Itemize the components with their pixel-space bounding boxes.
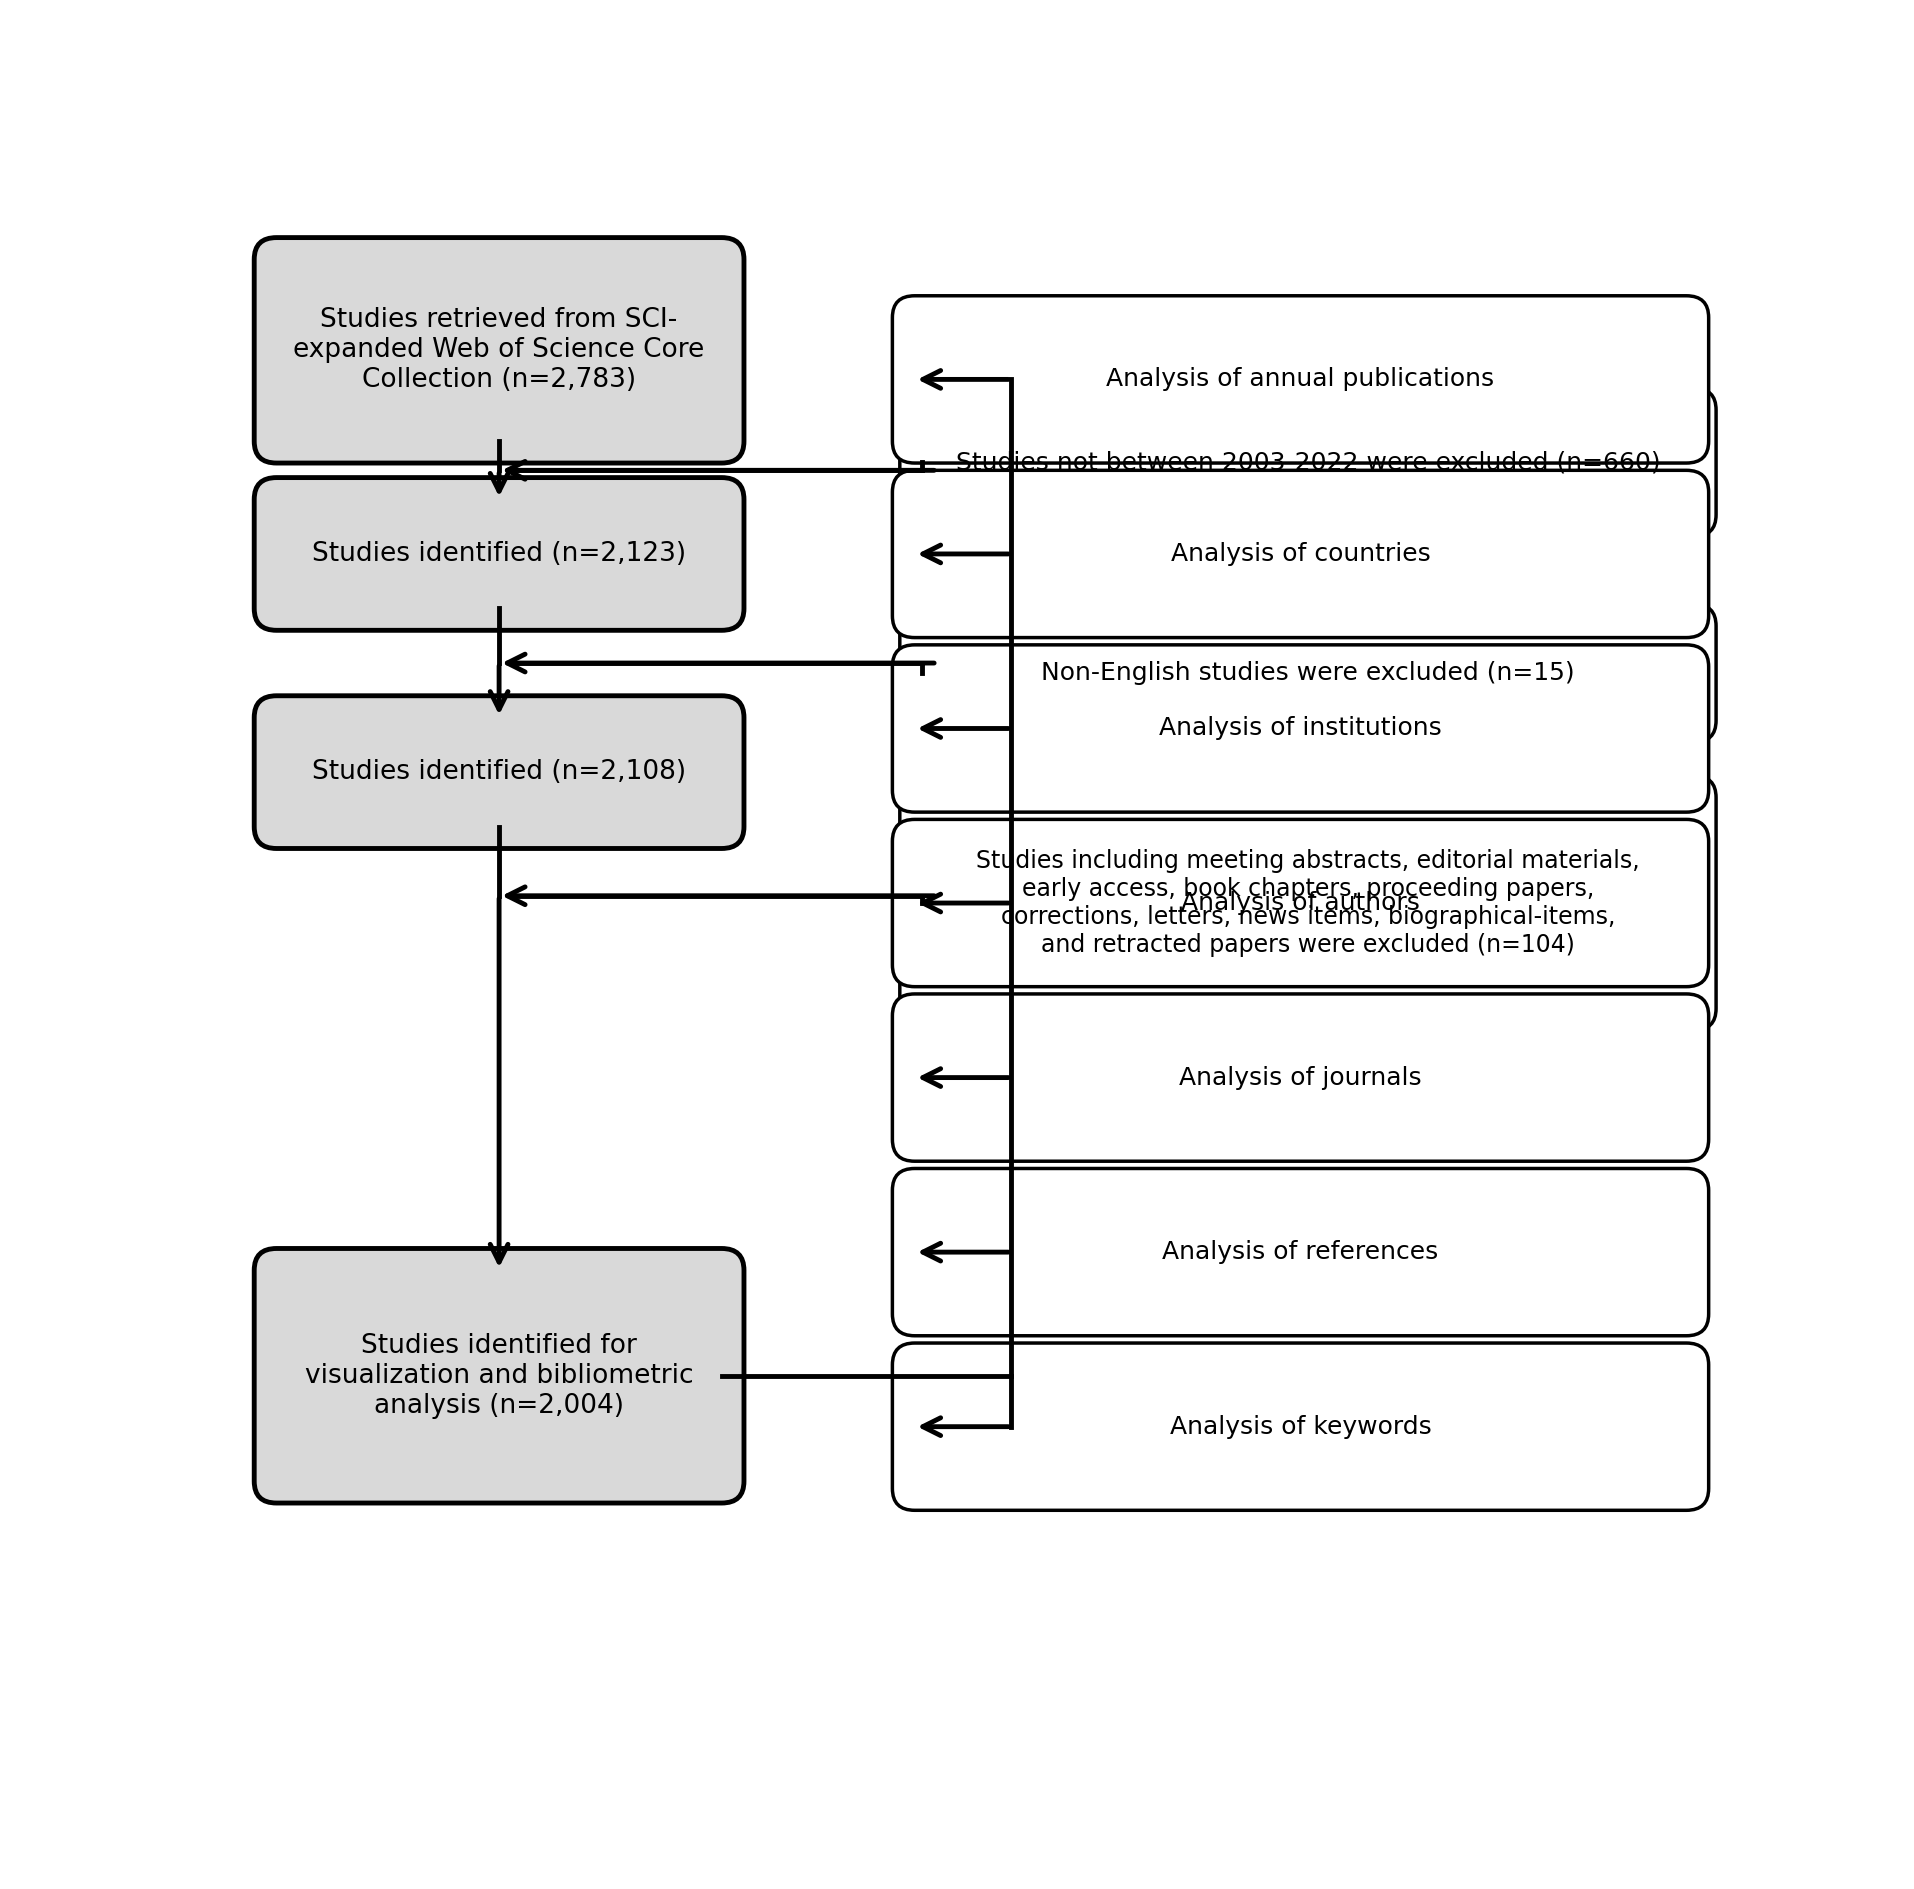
Text: Analysis of references: Analysis of references xyxy=(1162,1239,1437,1264)
Text: Studies retrieved from SCI-
expanded Web of Science Core
Collection (n=2,783): Studies retrieved from SCI- expanded Web… xyxy=(293,308,704,393)
FancyBboxPatch shape xyxy=(255,478,743,631)
FancyBboxPatch shape xyxy=(900,604,1715,742)
FancyBboxPatch shape xyxy=(900,387,1715,536)
FancyBboxPatch shape xyxy=(892,470,1707,638)
FancyBboxPatch shape xyxy=(255,238,743,463)
FancyBboxPatch shape xyxy=(892,994,1707,1162)
Text: Studies identified (n=2,123): Studies identified (n=2,123) xyxy=(312,540,685,567)
FancyBboxPatch shape xyxy=(892,1343,1707,1511)
FancyBboxPatch shape xyxy=(892,297,1707,463)
FancyBboxPatch shape xyxy=(892,820,1707,986)
Text: Analysis of countries: Analysis of countries xyxy=(1169,542,1430,567)
FancyBboxPatch shape xyxy=(255,1249,743,1504)
Text: Analysis of keywords: Analysis of keywords xyxy=(1169,1415,1430,1439)
Text: Analysis of journals: Analysis of journals xyxy=(1179,1065,1420,1090)
Text: Analysis of authors: Analysis of authors xyxy=(1181,892,1418,914)
Text: Studies identified (n=2,108): Studies identified (n=2,108) xyxy=(312,759,685,786)
Text: Analysis of annual publications: Analysis of annual publications xyxy=(1106,366,1493,391)
Text: Studies identified for
visualization and bibliometric
analysis (n=2,004): Studies identified for visualization and… xyxy=(304,1334,693,1419)
Text: Studies including meeting abstracts, editorial materials,
early access, book cha: Studies including meeting abstracts, edi… xyxy=(976,850,1638,956)
FancyBboxPatch shape xyxy=(892,1169,1707,1336)
FancyBboxPatch shape xyxy=(892,644,1707,812)
Text: Studies not between 2003-2022 were excluded (n=660): Studies not between 2003-2022 were exclu… xyxy=(955,450,1659,474)
Text: Analysis of institutions: Analysis of institutions xyxy=(1158,716,1441,740)
Text: Non-English studies were excluded (n=15): Non-English studies were excluded (n=15) xyxy=(1041,661,1573,686)
FancyBboxPatch shape xyxy=(900,776,1715,1030)
FancyBboxPatch shape xyxy=(255,695,743,848)
